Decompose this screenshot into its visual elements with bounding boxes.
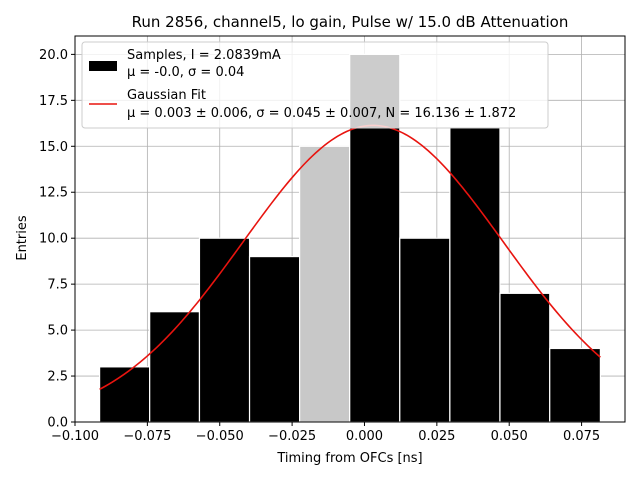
y-axis-label: Entries bbox=[15, 215, 30, 261]
legend-fit-stats: μ = 0.003 ± 0.006, σ = 0.045 ± 0.007, N … bbox=[127, 106, 516, 121]
y-tick-label: 20.0 bbox=[39, 48, 68, 63]
y-tick-label: 5.0 bbox=[47, 324, 68, 339]
x-tick-label: 0.000 bbox=[346, 429, 383, 444]
gaussian-fit-line bbox=[99, 124, 601, 391]
y-tick-label: 15.0 bbox=[39, 140, 68, 155]
y-tick-label: 2.5 bbox=[47, 370, 68, 385]
x-tick-label: −0.050 bbox=[196, 429, 244, 444]
x-axis-label: Timing from OFCs [ns] bbox=[276, 451, 422, 466]
y-tick-label: 17.5 bbox=[39, 94, 68, 109]
legend-histogram-swatch bbox=[89, 61, 117, 71]
histogram-bar bbox=[248, 255, 301, 423]
histogram-bar bbox=[399, 237, 451, 423]
x-tick-label: 0.025 bbox=[418, 429, 455, 444]
chart-title: Run 2856, channel5, lo gain, Pulse w/ 15… bbox=[132, 13, 569, 31]
x-axis-ticks: −0.100 −0.075 −0.050 −0.025 0.000 0.025 0.050 0… bbox=[51, 422, 600, 444]
histogram-bar bbox=[99, 366, 151, 423]
y-tick-label: 10.0 bbox=[39, 232, 68, 247]
x-tick-label: −0.025 bbox=[268, 429, 316, 444]
x-tick-label: −0.075 bbox=[123, 429, 171, 444]
legend-histogram-label: Samples, I = 2.0839mA bbox=[127, 48, 281, 63]
histogram-bar bbox=[499, 292, 551, 423]
histogram-bar bbox=[198, 237, 251, 423]
legend-box bbox=[81, 41, 549, 129]
histogram-bar bbox=[449, 127, 501, 423]
histogram-bar bbox=[299, 145, 351, 423]
x-tick-label: −0.100 bbox=[51, 429, 99, 444]
y-tick-label: 7.5 bbox=[47, 278, 68, 293]
x-tick-label: 0.075 bbox=[563, 429, 600, 444]
y-tick-label: 0.0 bbox=[47, 416, 68, 431]
y-tick-label: 12.5 bbox=[39, 186, 68, 201]
y-axis-ticks: 0.0 2.5 5.0 7.5 10.0 12.5 15.0 17.5 20.0 bbox=[39, 48, 75, 431]
legend-fit-label: Gaussian Fit bbox=[127, 88, 206, 103]
legend-histogram-stats: μ = -0.0, σ = 0.04 bbox=[127, 65, 244, 80]
x-tick-label: 0.050 bbox=[491, 429, 528, 444]
legend: Samples, I = 2.0839mA μ = -0.0, σ = 0.04… bbox=[81, 41, 549, 129]
histogram-bar bbox=[549, 347, 601, 423]
histogram-bars bbox=[99, 53, 601, 423]
plot-frame bbox=[74, 35, 626, 423]
